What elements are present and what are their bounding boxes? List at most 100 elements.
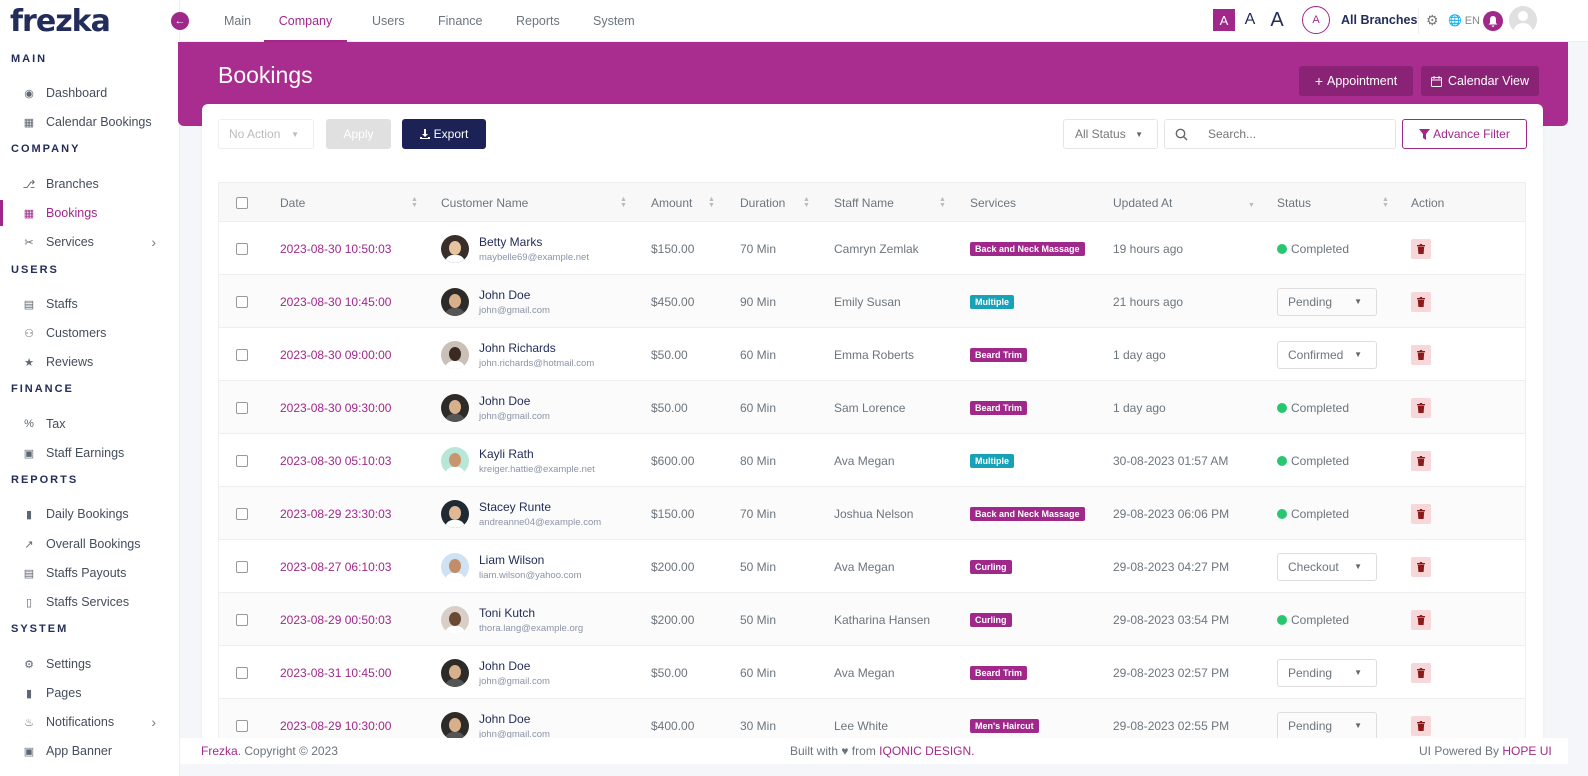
sidebar-item-daily-bookings[interactable]: ▮ Daily Bookings	[0, 501, 180, 527]
branch-avatar[interactable]: A	[1302, 6, 1330, 34]
column-header-status[interactable]: Status	[1277, 196, 1312, 210]
notification-bell-icon[interactable]	[1483, 11, 1503, 31]
apply-button[interactable]: Apply	[326, 119, 391, 149]
column-header-amount[interactable]: Amount	[651, 196, 693, 210]
column-header-services[interactable]: Services	[970, 196, 1017, 210]
sidebar-item-branches[interactable]: ⎇ Branches	[0, 171, 180, 197]
tab-company[interactable]: Company	[264, 0, 347, 42]
sidebar-item-staffs-services[interactable]: ▯ Staffs Services	[0, 589, 180, 615]
delete-button[interactable]	[1411, 556, 1431, 577]
booking-date[interactable]: 2023-08-27 06:10:03	[280, 559, 392, 574]
row-checkbox[interactable]	[236, 242, 248, 255]
footer-brand-link[interactable]: Frezka	[201, 744, 238, 758]
status-select[interactable]: Checkout ▼	[1277, 552, 1377, 581]
sidebar-item-app-banner[interactable]: ▣ App Banner	[0, 738, 180, 764]
row-checkbox[interactable]	[236, 666, 248, 679]
font-size-large-button[interactable]: A	[1270, 8, 1284, 31]
delete-button[interactable]	[1411, 397, 1431, 418]
sort-icon[interactable]: ▲ ▼	[708, 196, 715, 209]
sort-icon[interactable]: ▲ ▼	[939, 196, 946, 209]
delete-button[interactable]	[1411, 503, 1431, 524]
delete-button[interactable]	[1411, 344, 1431, 365]
row-checkbox[interactable]	[236, 454, 248, 467]
font-size-medium-button[interactable]: A	[1244, 11, 1256, 28]
delete-button[interactable]	[1411, 291, 1431, 312]
sort-icon[interactable]: ▲ ▼	[411, 196, 418, 209]
font-size-small-button[interactable]: A	[1213, 9, 1235, 31]
status-dot	[1277, 402, 1287, 413]
tab-system[interactable]: System	[593, 14, 635, 28]
booking-date[interactable]: 2023-08-30 09:30:00	[280, 400, 392, 415]
sidebar-item-bookings[interactable]: ▦ Bookings	[0, 200, 180, 226]
row-checkbox[interactable]	[236, 560, 248, 573]
sort-icon[interactable]: ▲ ▼	[803, 196, 810, 209]
sidebar-item-tax[interactable]: % Tax	[0, 411, 180, 437]
column-header-duration[interactable]: Duration	[740, 196, 786, 210]
status-select[interactable]: Confirmed ▼	[1277, 340, 1377, 369]
sidebar-toggle-icon[interactable]: ←	[171, 12, 189, 30]
booking-date[interactable]: 2023-08-30 10:45:00	[280, 294, 392, 309]
calendar-view-button[interactable]: Calendar View	[1421, 66, 1539, 96]
sort-icon[interactable]: ▼	[1248, 202, 1255, 209]
delete-button[interactable]	[1411, 238, 1431, 259]
booking-date[interactable]: 2023-08-31 10:45:00	[280, 665, 392, 680]
row-checkbox[interactable]	[236, 613, 248, 626]
advance-filter-button[interactable]: Advance Filter	[1402, 119, 1527, 149]
sidebar-item-services[interactable]: ✂ Services ›	[0, 229, 180, 255]
branch-selector[interactable]: All Branches	[1341, 13, 1418, 27]
add-appointment-button[interactable]: + Appointment	[1299, 66, 1413, 96]
booking-date[interactable]: 2023-08-30 05:10:03	[280, 453, 392, 468]
export-button[interactable]: Export	[402, 119, 486, 149]
sidebar-item-staffs-payouts[interactable]: ▤ Staffs Payouts	[0, 560, 180, 586]
status-select[interactable]: Pending ▼	[1277, 287, 1377, 316]
sidebar-item-notifications[interactable]: ♨ Notifications ›	[0, 709, 180, 735]
status-select[interactable]: Pending ▼	[1277, 711, 1377, 740]
sort-icon[interactable]: ▲ ▼	[1382, 196, 1389, 209]
delete-button[interactable]	[1411, 609, 1431, 630]
sidebar-item-settings[interactable]: ⚙ Settings	[0, 651, 180, 677]
sidebar-item-pages[interactable]: ▮ Pages	[0, 680, 180, 706]
language-selector[interactable]: 🌐 EN	[1448, 14, 1480, 28]
hope-ui-link[interactable]: HOPE UI	[1502, 744, 1552, 758]
tab-reports[interactable]: Reports	[516, 14, 560, 28]
delete-button[interactable]	[1411, 662, 1431, 683]
row-checkbox[interactable]	[236, 295, 248, 308]
app-logo[interactable]: frezka	[10, 4, 111, 39]
sidebar-item-dashboard[interactable]: ◉ Dashboard	[0, 80, 180, 106]
sidebar-item-customers[interactable]: ⚇ Customers	[0, 320, 180, 346]
column-header-date[interactable]: Date	[280, 196, 306, 210]
booking-date[interactable]: 2023-08-30 10:50:03	[280, 241, 392, 256]
row-checkbox[interactable]	[236, 348, 248, 361]
delete-button[interactable]	[1411, 715, 1431, 736]
delete-button[interactable]	[1411, 450, 1431, 471]
tab-users[interactable]: Users	[372, 14, 405, 28]
status-filter-select[interactable]: All Status ▼	[1063, 119, 1158, 149]
booking-date[interactable]: 2023-08-29 23:30:03	[280, 506, 392, 521]
search-input[interactable]	[1198, 119, 1396, 149]
select-all-checkbox[interactable]	[236, 197, 248, 209]
bulk-action-select[interactable]: No Action ▼	[218, 119, 314, 149]
column-header-action[interactable]: Action	[1411, 196, 1445, 210]
row-checkbox[interactable]	[236, 401, 248, 414]
booking-date[interactable]: 2023-08-29 10:30:00	[280, 718, 392, 733]
search-icon[interactable]	[1164, 119, 1199, 149]
column-header-customer-name[interactable]: Customer Name	[441, 196, 529, 210]
column-header-staff-name[interactable]: Staff Name	[834, 196, 894, 210]
sidebar-item-reviews[interactable]: ★ Reviews	[0, 349, 180, 375]
booking-date[interactable]: 2023-08-29 00:50:03	[280, 612, 392, 627]
row-checkbox[interactable]	[236, 719, 248, 732]
row-checkbox[interactable]	[236, 507, 248, 520]
status-select[interactable]: Pending ▼	[1277, 658, 1377, 687]
sidebar-item-staffs[interactable]: ▤ Staffs	[0, 291, 180, 317]
iqonic-link[interactable]: IQONIC DESIGN.	[879, 744, 975, 758]
sidebar-item-staff-earnings[interactable]: ▣ Staff Earnings	[0, 440, 180, 466]
column-header-updated-at[interactable]: Updated At	[1113, 196, 1173, 210]
booking-date[interactable]: 2023-08-30 09:00:00	[280, 347, 392, 362]
tab-main[interactable]: Main	[224, 14, 252, 28]
tab-finance[interactable]: Finance	[438, 14, 483, 28]
user-avatar[interactable]	[1509, 6, 1537, 34]
gear-icon[interactable]: ⚙	[1426, 12, 1439, 28]
sidebar-item-overall-bookings[interactable]: ↗ Overall Bookings	[0, 531, 180, 557]
sort-icon[interactable]: ▲ ▼	[620, 196, 627, 209]
sidebar-item-calendar-bookings[interactable]: ▦ Calendar Bookings	[0, 109, 180, 135]
